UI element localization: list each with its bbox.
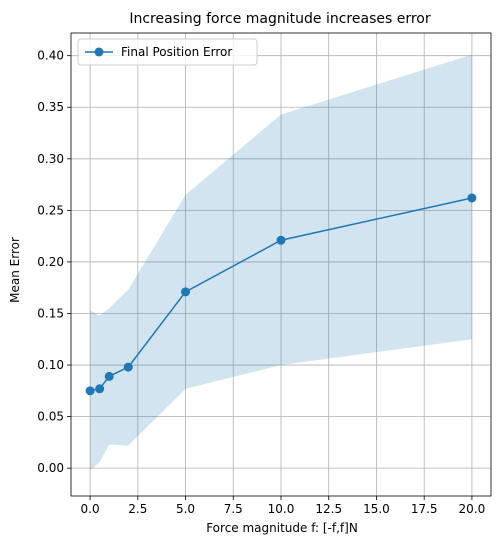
x-tick-label: 7.5 [224,502,243,516]
y-tick-label: 0.25 [37,203,64,217]
data-point [104,371,114,381]
x-tick-label: 5.0 [176,502,195,516]
y-tick-label: 0.30 [37,152,64,166]
x-tick-label: 2.5 [128,502,147,516]
x-tick-label: 12.5 [315,502,342,516]
legend-box [77,38,258,66]
x-axis-ticks: 0.0 2.5 5.0 7.5 10.0 12.5 15.0 17.5 20.0 [81,496,486,516]
legend-entry-label: Final Position Error [121,45,232,59]
y-axis-label: Mean Error [8,237,22,303]
y-tick-label: 0.40 [37,49,64,63]
x-tick-label: 15.0 [363,502,390,516]
y-tick-label: 0.20 [37,255,64,269]
x-tick-label: 17.5 [411,502,438,516]
data-point [276,235,286,245]
data-point [95,384,105,394]
confidence-band [90,54,472,471]
x-tick-label: 0.0 [81,502,100,516]
y-tick-label: 0.15 [37,306,64,320]
y-tick-label: 0.00 [37,461,64,475]
y-axis-ticks: 0.00 0.05 0.10 0.15 0.20 0.25 0.30 0.35 0.40 [37,49,71,475]
y-tick-label: 0.35 [37,100,64,114]
data-point [123,362,133,372]
legend-marker-swatch [94,47,104,57]
data-point [181,287,191,297]
grid [71,33,491,496]
y-tick-label: 0.10 [37,358,64,372]
data-point [467,193,477,203]
x-tick-label: 20.0 [459,502,486,516]
confidence-band-group [90,54,472,471]
data-point [85,386,95,396]
legend: Final Position Error [77,38,258,66]
x-axis-label: Force magnitude f: [-f,f]N [206,521,358,535]
data-point-group [85,193,477,396]
chart-title: Increasing force magnitude increases err… [129,11,431,27]
x-tick-label: 10.0 [268,502,295,516]
y-tick-label: 0.05 [37,410,64,424]
